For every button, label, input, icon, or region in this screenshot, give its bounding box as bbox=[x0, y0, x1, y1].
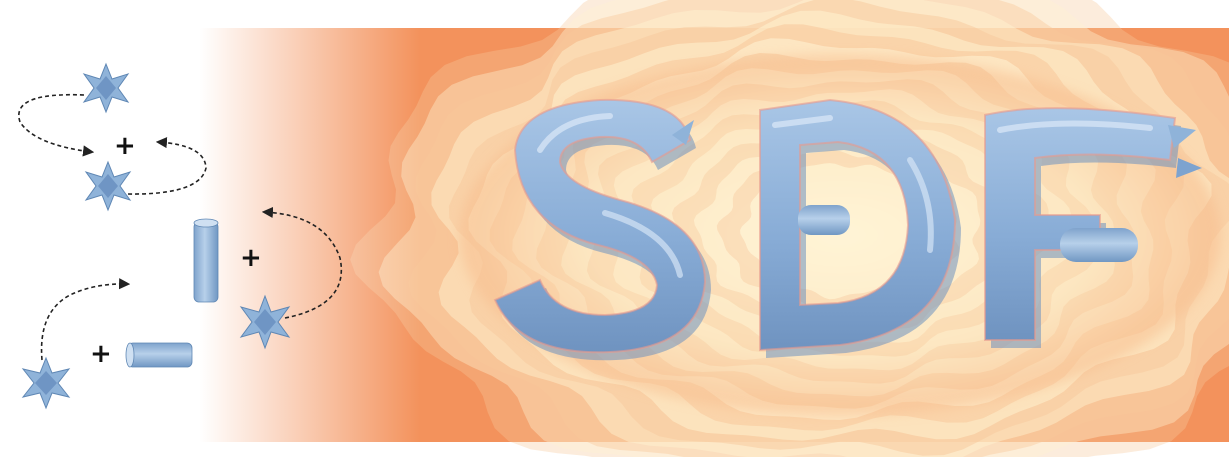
arrow-icon bbox=[40, 278, 131, 361]
arrow-icon bbox=[127, 136, 207, 195]
primitives-panel: + + + bbox=[0, 0, 360, 457]
star-primitive-icon bbox=[239, 294, 291, 350]
letter-f-shape bbox=[984, 107, 1202, 348]
union-operator: + bbox=[240, 243, 262, 273]
star-primitive-icon bbox=[21, 356, 71, 410]
cylinder-primitive-icon bbox=[125, 342, 193, 368]
union-operator: + bbox=[90, 339, 112, 369]
letter-s-shape bbox=[493, 98, 711, 361]
union-operator: + bbox=[114, 131, 136, 161]
arrow-icon bbox=[18, 93, 95, 157]
arrow-icon bbox=[261, 206, 342, 319]
star-primitive-icon bbox=[84, 160, 132, 212]
letter-d-shape bbox=[759, 98, 961, 358]
star-primitive-icon bbox=[82, 62, 130, 114]
cylinder-primitive-icon bbox=[193, 218, 219, 303]
